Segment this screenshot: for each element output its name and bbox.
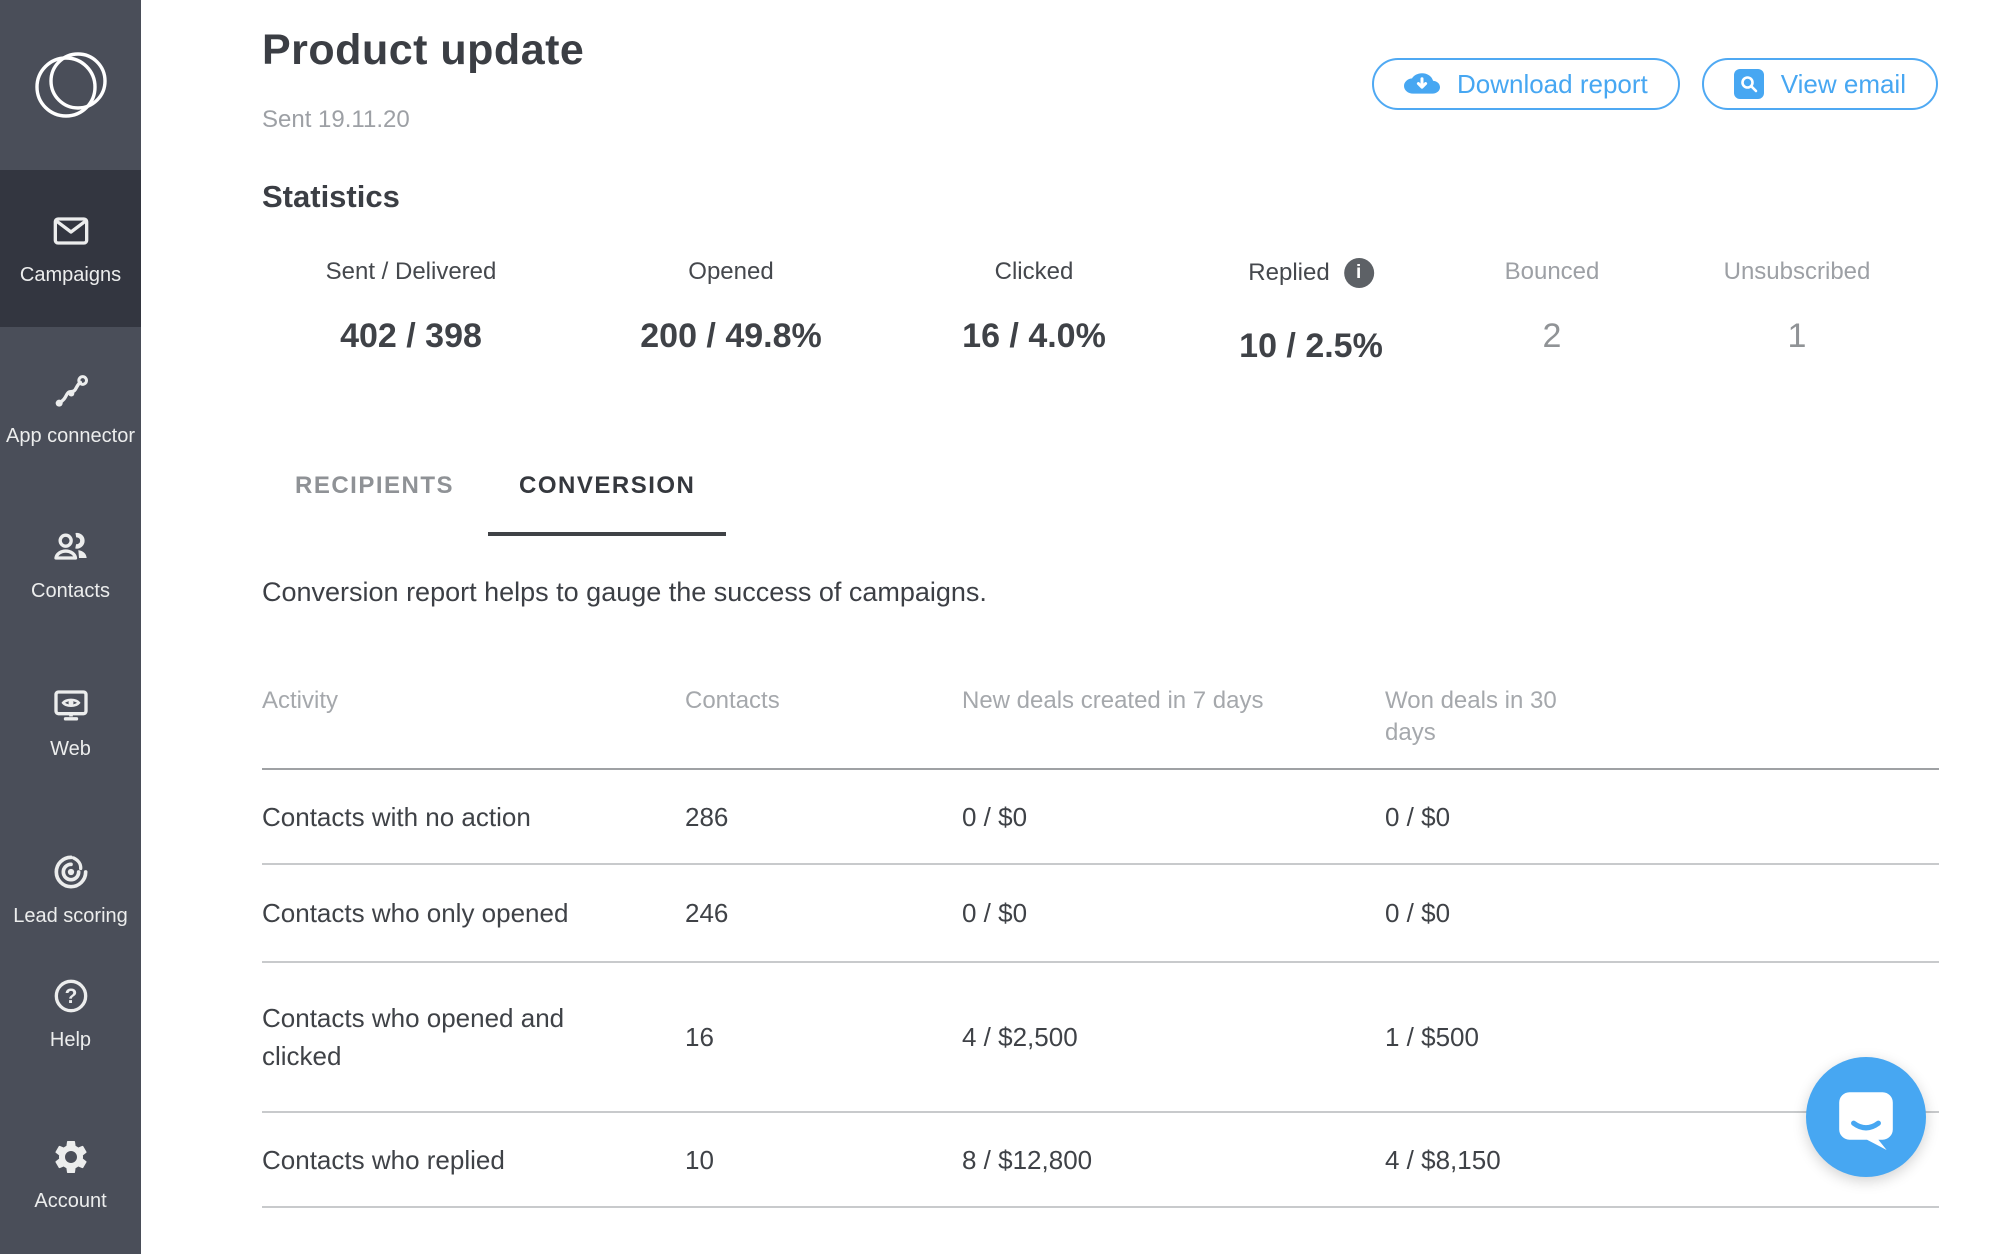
stat-label: Bounced	[1504, 258, 1600, 285]
tab-conversion[interactable]: CONVERSION	[488, 472, 727, 536]
envelope-icon	[53, 216, 88, 245]
cell-won-deals: 1 / $500	[1385, 1022, 1479, 1052]
cell-activity: Contacts who opened and clicked	[262, 1003, 565, 1071]
cell-contacts: 16	[685, 1022, 714, 1052]
column-header-new-deals: New deals created in 7 days	[962, 687, 1264, 714]
stat-opened: Opened 200 / 49.8%	[640, 258, 821, 356]
sidebar-item-campaigns[interactable]: Campaigns	[0, 170, 141, 327]
sidebar-item-lead-scoring[interactable]: Lead scoring	[0, 835, 141, 945]
sidebar-item-label: Lead scoring	[13, 905, 128, 927]
sidebar-item-label: Help	[49, 1029, 92, 1051]
stat-bounced: Bounced 2	[1505, 258, 1600, 356]
main-content: Product update Sent 19.11.20 Download re…	[141, 0, 2000, 1254]
cell-activity: Contacts who only opened	[262, 898, 569, 928]
stat-value: 200 / 49.8%	[640, 317, 822, 355]
stat-value: 2	[1542, 317, 1562, 355]
table-row: Contacts who only opened 246 0 / $0 0 / …	[262, 865, 1939, 963]
tab-recipients[interactable]: RECIPIENTS	[295, 472, 455, 499]
connector-icon	[55, 375, 88, 407]
logo[interactable]	[0, 0, 141, 170]
stat-label: Sent / Delivered	[325, 258, 497, 285]
sidebar-item-account[interactable]: Account	[0, 1120, 141, 1230]
contacts-icon	[53, 532, 87, 560]
stat-unsubscribed: Unsubscribed 1	[1724, 258, 1871, 356]
column-header-activity: Activity	[262, 687, 339, 714]
sidebar-item-web[interactable]: Web	[0, 668, 141, 778]
table-row: Contacts who replied 10 8 / $12,800 4 / …	[262, 1113, 1939, 1208]
cell-contacts: 246	[685, 898, 729, 928]
column-header-won-deals: Won deals in 30 days	[1385, 687, 1557, 746]
header-buttons: Download report View email	[1371, 58, 1938, 110]
column-header-contacts: Contacts	[685, 687, 780, 714]
cell-new-deals: 8 / $12,800	[962, 1144, 1093, 1175]
sidebar-item-label: Campaigns	[19, 263, 122, 286]
sidebar-item-label: App connector	[6, 425, 135, 447]
cell-won-deals: 0 / $0	[1385, 801, 1451, 832]
gear-icon	[54, 1141, 87, 1173]
cell-new-deals: 4 / $2,500	[962, 1022, 1078, 1052]
stat-replied: Replied i 10 / 2.5%	[1239, 258, 1383, 366]
sidebar-item-label: Contacts	[31, 580, 110, 602]
sidebar-item-app-connector[interactable]: App connector	[0, 358, 141, 462]
stat-clicked: Clicked 16 / 4.0%	[962, 258, 1106, 356]
stat-value: 1	[1787, 317, 1807, 355]
cell-new-deals: 0 / $0	[962, 898, 1028, 928]
statistics-row: Sent / Delivered 402 / 398 Opened 200 / …	[141, 258, 2000, 408]
cell-contacts: 286	[685, 801, 729, 832]
sent-date: Sent 19.11.20	[262, 106, 410, 133]
view-email-label: View email	[1780, 68, 1906, 99]
sidebar-item-label: Account	[34, 1190, 107, 1212]
table-header-row: Activity Contacts New deals created in 7…	[262, 660, 1939, 770]
stat-label: Replied i	[1239, 258, 1383, 288]
cell-activity: Contacts who replied	[262, 1144, 505, 1175]
sidebar-item-label: Web	[50, 738, 91, 760]
stat-label: Opened	[688, 258, 774, 285]
stat-value: 402 / 398	[340, 317, 482, 355]
statistics-title: Statistics	[262, 179, 400, 214]
table-row: Contacts with no action 286 0 / $0 0 / $…	[262, 770, 1939, 865]
web-icon	[53, 690, 88, 721]
magnifier-icon	[1733, 69, 1764, 99]
stat-value: 10 / 2.5%	[1239, 327, 1383, 365]
conversion-table: Activity Contacts New deals created in 7…	[262, 660, 1939, 1208]
page-title: Product update	[262, 26, 585, 74]
view-email-button[interactable]: View email	[1701, 58, 1938, 110]
chat-launcher-button[interactable]	[1806, 1057, 1926, 1177]
stat-label: Clicked	[994, 258, 1074, 285]
stat-value: 16 / 4.0%	[962, 317, 1106, 355]
lead-scoring-icon	[54, 855, 87, 889]
outfunnel-logo-icon	[34, 52, 107, 118]
download-report-button[interactable]: Download report	[1371, 58, 1680, 110]
svg-text:?: ?	[64, 985, 77, 1008]
cell-contacts: 10	[685, 1144, 714, 1175]
sidebar-item-help[interactable]: ? Help	[0, 960, 141, 1068]
cell-won-deals: 4 / $8,150	[1385, 1144, 1501, 1175]
stat-label: Unsubscribed	[1723, 258, 1871, 285]
cell-activity: Contacts with no action	[262, 801, 531, 832]
stat-label-text: Replied	[1248, 259, 1330, 286]
chat-bubble-icon	[1839, 1092, 1893, 1150]
conversion-description: Conversion report helps to gauge the suc…	[262, 577, 987, 607]
info-icon[interactable]: i	[1343, 258, 1374, 288]
sidebar: Campaigns App connector Contacts Web	[0, 0, 141, 1254]
table-row: Contacts who opened and clicked 16 4 / $…	[262, 963, 1939, 1113]
download-report-label: Download report	[1456, 68, 1648, 99]
cell-won-deals: 0 / $0	[1385, 898, 1451, 928]
help-icon: ?	[54, 979, 87, 1013]
stat-sent-delivered: Sent / Delivered 402 / 398	[326, 258, 497, 356]
cell-new-deals: 0 / $0	[962, 801, 1028, 832]
sidebar-item-contacts[interactable]: Contacts	[0, 510, 141, 620]
report-tabs: RECIPIENTS CONVERSION	[295, 472, 727, 536]
cloud-download-icon	[1403, 72, 1440, 94]
